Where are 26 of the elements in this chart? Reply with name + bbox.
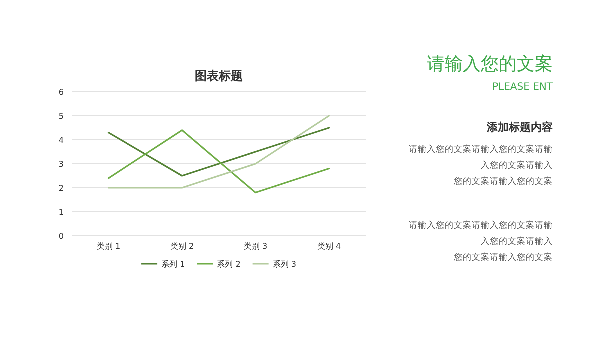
legend-label: 系列 1: [162, 260, 186, 269]
y-tick-label: 5: [58, 112, 64, 121]
text: 您的文案请输入您的文案: [453, 176, 553, 187]
y-tick-label: 6: [58, 88, 64, 97]
y-tick-label: 3: [58, 160, 64, 169]
y-tick-label: 0: [58, 232, 64, 241]
y-tick-label: 1: [58, 208, 64, 217]
line-series: [108, 130, 330, 194]
x-tick-label: 类别 2: [170, 242, 194, 251]
text: 添加标题内容: [486, 121, 553, 134]
x-tick-label: 类别 4: [317, 242, 342, 251]
text: 您的文案请输入您的文案: [453, 252, 553, 263]
x-tick-label: 类别 1: [96, 242, 121, 251]
text: 入您的文案请输入: [481, 160, 553, 171]
y-tick-label: 2: [58, 184, 64, 193]
text: 请输入您的文案请输入您的文案请输: [409, 144, 553, 155]
legend-label: 系列 2: [217, 260, 241, 269]
legend-label: 系列 3: [272, 260, 296, 269]
y-tick-label: 4: [58, 136, 64, 145]
x-tick-label: 类别 3: [244, 242, 268, 251]
text: 入您的文案请输入: [481, 236, 553, 247]
text: 请输入您的文案请输入您的文案请输: [409, 220, 553, 231]
text: PLEASE ENT: [492, 82, 554, 93]
line-series: [108, 127, 330, 177]
text: 请输入您的文案: [427, 54, 553, 75]
chart-title: 图表标题: [195, 69, 243, 83]
